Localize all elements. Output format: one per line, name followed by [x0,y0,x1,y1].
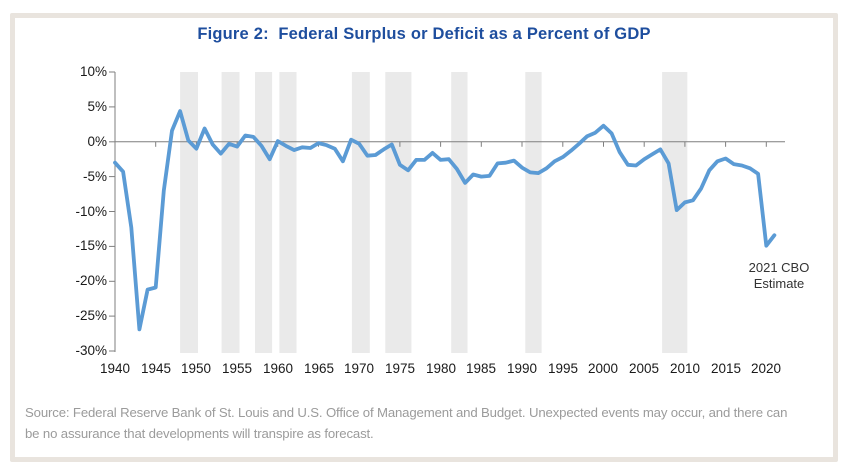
x-tick-label: 2005 [628,361,660,376]
annotation-line-2: Estimate [753,276,805,291]
x-tick-label: 1965 [303,361,335,376]
x-tick-label: 2010 [669,361,701,376]
y-tick-label: 0% [87,134,107,149]
recession-band [221,72,240,353]
recession-band [385,72,412,353]
x-tick-label: 1955 [221,361,253,376]
source-note-line-2: be no assurance that developments will t… [25,426,374,441]
x-tick-label: 1970 [343,361,375,376]
figure-card [10,13,838,462]
x-tick-label: 1960 [262,361,294,376]
recession-band [525,72,542,353]
recession-band [451,72,468,353]
source-note-line-1: Source: Federal Reserve Bank of St. Loui… [25,405,788,420]
x-tick-label: 1945 [140,361,172,376]
y-tick-label: -25% [75,308,107,323]
x-tick-label: 1950 [180,361,212,376]
x-tick-label: 1940 [99,361,131,376]
x-tick-label: 1995 [547,361,579,376]
y-tick-label: -10% [75,204,107,219]
surplus-deficit-line [113,109,777,332]
recession-band [351,72,370,353]
x-tick-label: 1990 [506,361,538,376]
x-tick-label: 1985 [465,361,497,376]
y-tick-label: -20% [75,273,107,288]
x-tick-label: 2015 [710,361,742,376]
x-tick-label: 1980 [425,361,457,376]
source-note: Source: Federal Reserve Bank of St. Loui… [25,402,815,444]
y-tick-label: -30% [75,343,107,358]
y-tick-label: 10% [79,64,107,79]
y-tick-label: -5% [82,169,107,184]
annotation-line-1: 2021 CBO [748,260,810,275]
recession-band [279,72,297,353]
y-tick-label: 5% [87,99,107,114]
figure-title: Figure 2: Federal Surplus or Deficit as … [197,25,651,43]
x-tick-label: 1975 [384,361,416,376]
recession-band [255,72,273,353]
y-tick-label: -15% [75,238,107,253]
recession-band [662,72,688,353]
cbo-estimate-annotation: 2021 CBO Estimate [714,260,844,292]
x-tick-label: 2000 [587,361,619,376]
x-tick-label: 2020 [750,361,782,376]
